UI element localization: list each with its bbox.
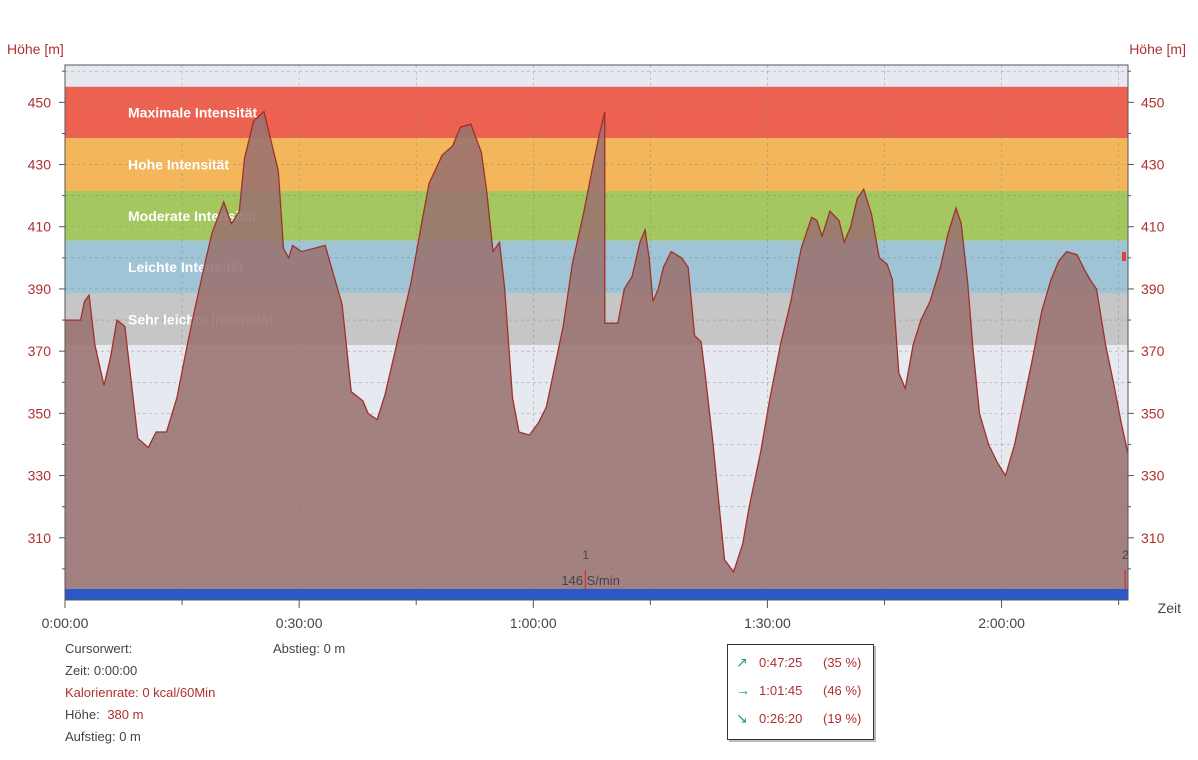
bottom-band [65, 589, 1128, 600]
marker-value-label: 146 S/min [561, 573, 620, 588]
y-tick-label-left: 330 [28, 468, 52, 484]
x-tick-label: 1:30:00 [744, 615, 791, 631]
y-tick-label-right: 450 [1141, 94, 1165, 110]
y-tick-label-left: 370 [28, 343, 52, 359]
intensity-zone-band [65, 86, 1128, 139]
y-tick-label-left: 430 [28, 157, 52, 173]
cursor-ascent: Aufstieg: 0 m [65, 729, 141, 744]
lap-marker-label: 1 [582, 548, 589, 562]
cursor-altitude: Höhe: 380 m [65, 707, 143, 722]
ascent-time: 0:47:25 [759, 655, 803, 670]
y-tick-label-right: 390 [1141, 281, 1165, 297]
y-tick-label-left: 450 [28, 94, 52, 110]
flat-percent: (46 %) [823, 683, 862, 698]
cursor-time: Zeit: 0:00:00 [65, 663, 138, 678]
zone-label: Hohe Intensität [128, 157, 229, 173]
x-tick-label: 0:30:00 [276, 615, 323, 631]
y-tick-label-left: 390 [28, 281, 52, 297]
cursor-calorie-rate: Kalorienrate: 0 kcal/60Min [65, 685, 216, 700]
lap-marker-label: 2 [1122, 548, 1129, 562]
y-tick-label-left: 410 [28, 219, 52, 235]
y-axis-title-left: Höhe [m] [7, 41, 64, 57]
flat-arrow-icon: → [736, 682, 750, 698]
cursor-descent: Abstieg: 0 m [273, 641, 346, 656]
x-tick-label: 0:00:00 [42, 615, 89, 631]
y-tick-label-left: 310 [28, 530, 52, 546]
y-axis-title-right: Höhe [m] [1129, 41, 1186, 57]
y-tick-label-right: 330 [1141, 468, 1165, 484]
cursor-altitude-value: 380 m [107, 707, 144, 722]
y-tick-label-right: 310 [1141, 530, 1165, 546]
ascent-arrow-icon: ↗ [736, 654, 748, 670]
summary-row-descent: ↘ 0:26:20 (19 %) [728, 710, 873, 730]
summary-row-ascent: ↗ 0:47:25 (35 %) [728, 654, 873, 674]
y-tick-label-right: 410 [1141, 219, 1165, 235]
x-tick-label: 2:00:00 [978, 615, 1025, 631]
y-tick-label-right: 370 [1141, 343, 1165, 359]
descent-percent: (19 %) [823, 711, 862, 726]
descent-time: 0:26:20 [759, 711, 803, 726]
x-axis-title: Zeit [1158, 600, 1181, 616]
elevation-area [65, 111, 1128, 589]
descent-arrow-icon: ↘ [736, 710, 748, 726]
x-tick-label: 1:00:00 [510, 615, 557, 631]
cursor-altitude-label: Höhe: [65, 707, 100, 722]
climb-summary-box: ↗ 0:47:25 (35 %) → 1:01:45 (46 %) ↘ 0:26… [727, 644, 874, 740]
cursor-indicator [1122, 252, 1126, 261]
y-tick-label-right: 350 [1141, 405, 1165, 421]
cursor-title: Cursorwert: [65, 641, 133, 656]
y-tick-label-right: 430 [1141, 157, 1165, 173]
ascent-percent: (35 %) [823, 655, 862, 670]
summary-row-flat: → 1:01:45 (46 %) [728, 682, 873, 702]
zone-label: Maximale Intensität [128, 104, 257, 120]
flat-time: 1:01:45 [759, 683, 803, 698]
y-tick-label-left: 350 [28, 405, 52, 421]
elevation-line [65, 110, 1129, 574]
